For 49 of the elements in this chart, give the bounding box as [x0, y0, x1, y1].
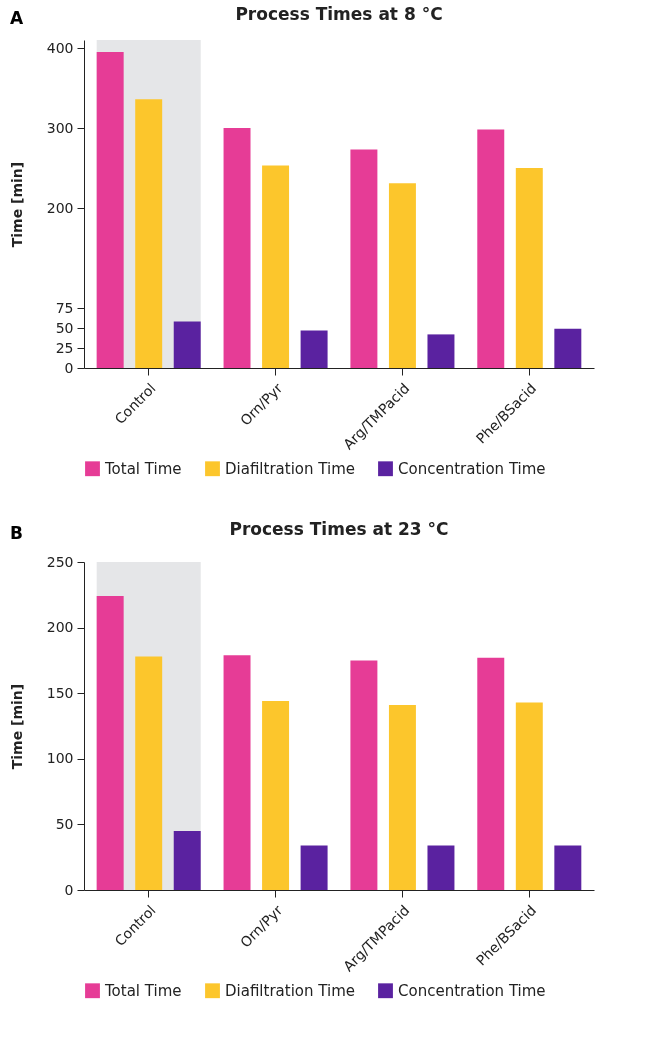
y-tick-label: 50: [55, 319, 74, 336]
y-tick-label: 250: [46, 553, 74, 570]
bar: [554, 845, 582, 890]
y-tick-label: 50: [55, 815, 74, 832]
bar: [96, 596, 124, 890]
bar: [223, 128, 251, 368]
y-axis-title: Time [min]: [8, 683, 25, 770]
y-axis-title: Time [min]: [8, 161, 25, 248]
y-tick-label: 400: [46, 39, 74, 56]
y-tick-label: 300: [46, 119, 74, 136]
legend-label: Total Time: [104, 981, 182, 1000]
legend-label: Concentration Time: [398, 981, 546, 1000]
y-tick-label: 0: [64, 359, 74, 376]
bar: [262, 701, 290, 890]
bar: [388, 183, 416, 368]
legend-label: Total Time: [104, 459, 182, 478]
y-tick-label: 100: [46, 750, 74, 767]
bar: [173, 830, 201, 890]
chart-title: Process Times at 8 °C: [235, 4, 443, 24]
bar: [96, 52, 124, 368]
y-tick-label: 200: [46, 619, 74, 636]
chart-title: Process Times at 23 °C: [229, 519, 449, 539]
bar: [135, 656, 163, 890]
bar: [350, 149, 378, 368]
bar: [554, 328, 582, 368]
bar: [262, 165, 290, 368]
bar: [515, 168, 543, 368]
text: A: [10, 8, 24, 28]
text: B: [10, 523, 23, 543]
legend-label: Concentration Time: [398, 459, 546, 478]
bar: [173, 321, 201, 368]
y-tick-label: 25: [55, 339, 74, 356]
bar: [300, 330, 328, 368]
bar: [350, 660, 378, 890]
bar: [300, 845, 328, 890]
bar: [135, 99, 163, 368]
y-tick-label: 75: [55, 299, 74, 316]
y-tick-label: 150: [46, 684, 74, 701]
legend-label: Diafiltration Time: [225, 459, 355, 478]
bar: [477, 129, 505, 368]
bar: [427, 334, 455, 368]
bar: [223, 655, 251, 890]
bar: [477, 657, 505, 890]
bar: [388, 705, 416, 890]
y-tick-label: 200: [46, 199, 74, 216]
y-tick-label: 0: [64, 881, 74, 898]
bar: [427, 845, 455, 890]
legend-label: Diafiltration Time: [225, 981, 355, 1000]
bar: [515, 702, 543, 890]
